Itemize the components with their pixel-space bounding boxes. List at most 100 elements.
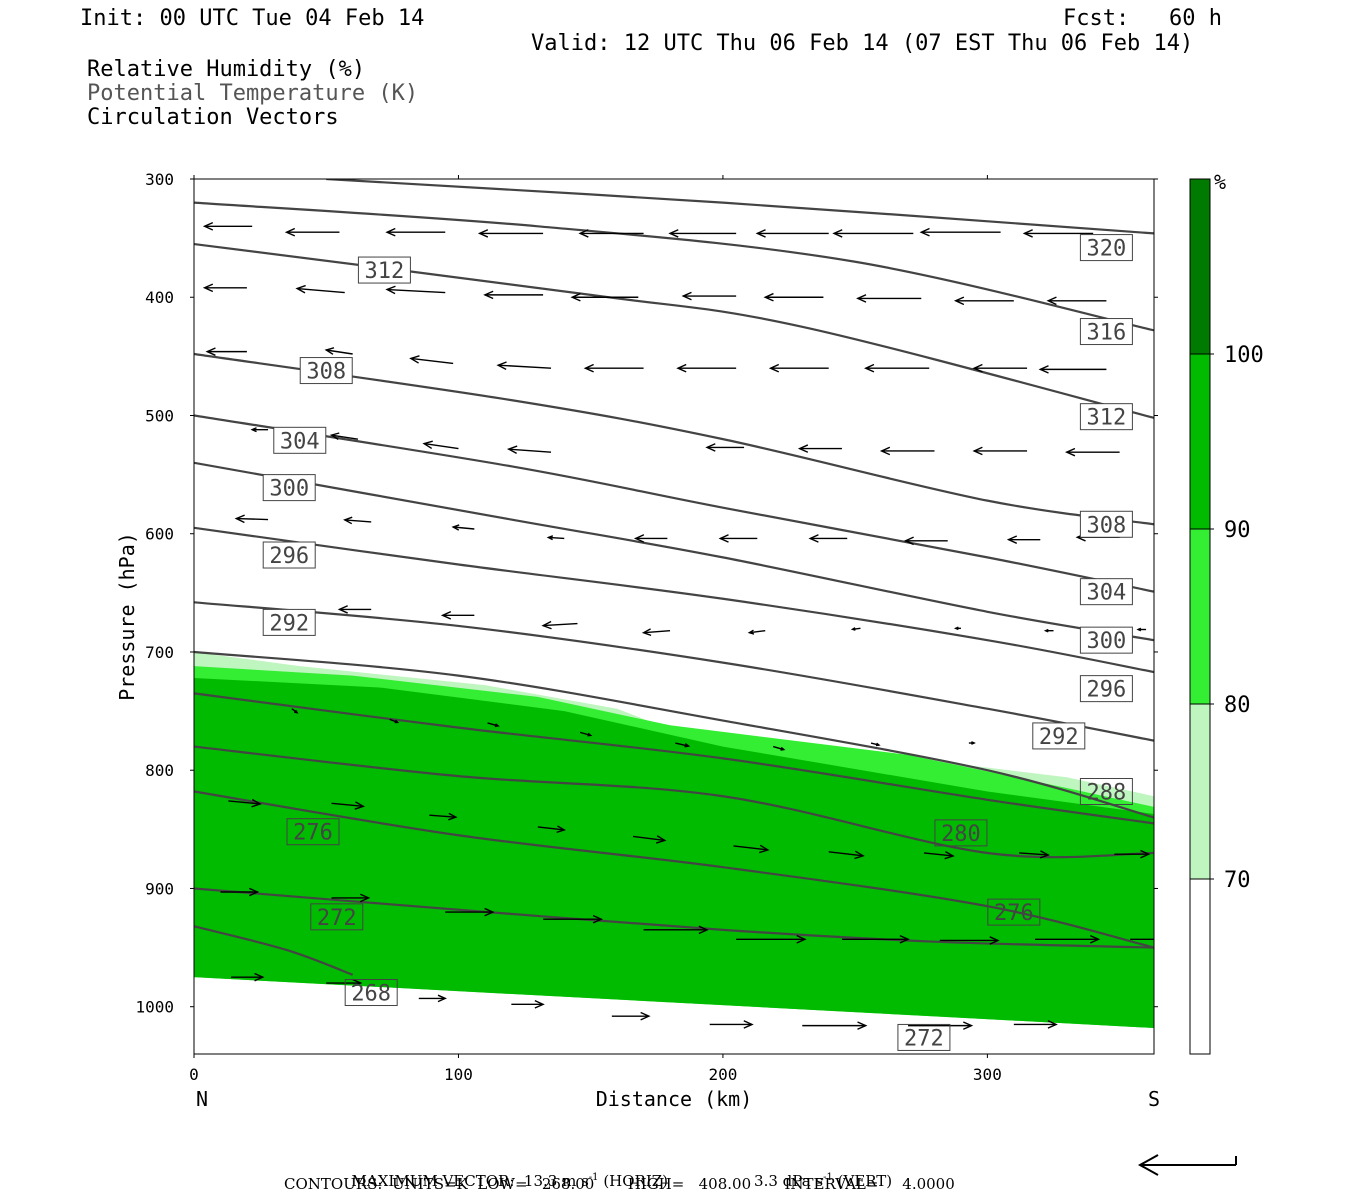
contour-label-box xyxy=(897,1023,951,1051)
circulation-vector xyxy=(953,296,1014,306)
circulation-vector xyxy=(234,514,269,524)
colorbar-label: 80 xyxy=(1224,693,1251,718)
circulation-vector xyxy=(231,972,265,982)
circulation-vector xyxy=(389,718,400,724)
vector-shaft xyxy=(543,622,578,627)
vector-head xyxy=(556,825,566,834)
vector-head xyxy=(797,444,809,453)
circulation-vector xyxy=(1043,628,1054,633)
vector-shaft xyxy=(548,536,565,540)
vector-head xyxy=(1006,535,1018,544)
vector-head xyxy=(763,292,774,302)
circulation-vector xyxy=(1013,1020,1058,1029)
circulation-vector xyxy=(797,444,842,453)
circulation-vector xyxy=(1136,627,1147,632)
circulation-vector xyxy=(641,628,671,637)
vector-head xyxy=(633,534,645,543)
circulation-vector xyxy=(1038,365,1107,374)
vector-shaft xyxy=(297,287,345,294)
x-axis-left-end: N xyxy=(196,1087,208,1111)
circulation-vector xyxy=(856,294,922,303)
vector-head xyxy=(903,536,914,546)
vector-shaft xyxy=(632,835,665,842)
vector-head xyxy=(655,835,667,844)
vector-head xyxy=(385,227,396,237)
circulation-vector xyxy=(755,229,829,238)
colorbar-segment xyxy=(1189,878,1211,1055)
vector-head xyxy=(1140,849,1151,859)
circulation-vector xyxy=(736,934,807,944)
circulation-vector xyxy=(908,1021,974,1030)
colorbar-segment xyxy=(1189,178,1211,355)
vector-head xyxy=(546,535,554,541)
circulation-vector xyxy=(385,285,446,295)
vector-head xyxy=(681,291,692,301)
circulation-vector xyxy=(331,801,365,810)
colorbar-segment xyxy=(1189,353,1211,530)
theta-contour-288 xyxy=(194,650,1154,819)
contour-label: 300 xyxy=(269,477,309,502)
circulation-vector xyxy=(324,347,353,355)
vector-head xyxy=(864,363,875,373)
vector-head xyxy=(832,229,843,238)
contour-label: 312 xyxy=(365,259,405,284)
y-tick-label: 500 xyxy=(145,406,174,425)
vector-head xyxy=(668,229,679,238)
circulation-vector xyxy=(579,731,593,737)
colorbar-unit: % xyxy=(1214,170,1226,194)
vector-head xyxy=(592,914,603,924)
x-tick-label: 100 xyxy=(444,1065,473,1084)
vector-shaft xyxy=(326,349,353,355)
circulation-vector xyxy=(291,708,299,714)
vector-head xyxy=(808,534,819,543)
contour-label-box xyxy=(1079,318,1133,346)
vector-head xyxy=(234,514,245,524)
vector-head xyxy=(587,732,593,737)
vector-head xyxy=(534,1000,545,1009)
vector-head xyxy=(796,934,807,944)
contour-label-box xyxy=(1079,578,1133,606)
vector-head xyxy=(250,427,257,433)
colorbar-label: 70 xyxy=(1224,868,1251,893)
y-tick-label: 900 xyxy=(145,879,174,898)
init-time: Init: 00 UTC Tue 04 Feb 14 xyxy=(80,6,425,31)
vector-head xyxy=(248,887,260,897)
contour-label: 272 xyxy=(904,1026,944,1051)
vector-shaft xyxy=(675,742,689,747)
contour-label: 300 xyxy=(1087,629,1127,654)
vector-shaft xyxy=(429,814,456,818)
vector-head xyxy=(352,978,363,988)
y-tick-label: 400 xyxy=(145,288,174,307)
contour-label-box xyxy=(1079,403,1133,431)
vector-head xyxy=(477,229,489,238)
circulation-vector xyxy=(864,363,930,373)
circulation-vector xyxy=(953,626,961,631)
max-vector-text: MAXIMUM VECTOR: 13.3 m s-1 (HORIZ) 3.3 dP… xyxy=(342,1158,893,1190)
vector-head xyxy=(1039,850,1050,859)
x-tick-label: 200 xyxy=(708,1065,737,1084)
contour-label: 292 xyxy=(269,611,309,636)
theta-contour-280 xyxy=(194,745,1154,859)
reference-vector-icon xyxy=(1137,1154,1237,1176)
circulation-vectors xyxy=(202,221,1154,1030)
contour-label-box xyxy=(262,541,316,569)
colorbar: 70 80 90 100% xyxy=(1189,170,1264,1055)
circulation-vector xyxy=(681,291,737,301)
circulation-vector xyxy=(968,741,976,745)
vector-head xyxy=(541,620,552,630)
horiz-label: (HORIZ) xyxy=(603,1172,669,1190)
theta-contour-312 xyxy=(194,242,1154,419)
vector-head xyxy=(202,221,214,231)
circulation-vector xyxy=(546,535,565,541)
vector-head xyxy=(254,972,265,982)
contour-label: 296 xyxy=(269,544,309,569)
vector-head xyxy=(780,746,786,751)
vector-head xyxy=(989,936,1000,945)
vector-head xyxy=(451,524,460,531)
circulation-vector xyxy=(733,844,770,854)
contour-label-box xyxy=(1079,675,1133,703)
vector-head xyxy=(1047,1020,1058,1029)
circulation-vector xyxy=(763,292,824,302)
contour-label: 296 xyxy=(1087,678,1127,703)
theta-contour-276 xyxy=(194,790,1154,949)
